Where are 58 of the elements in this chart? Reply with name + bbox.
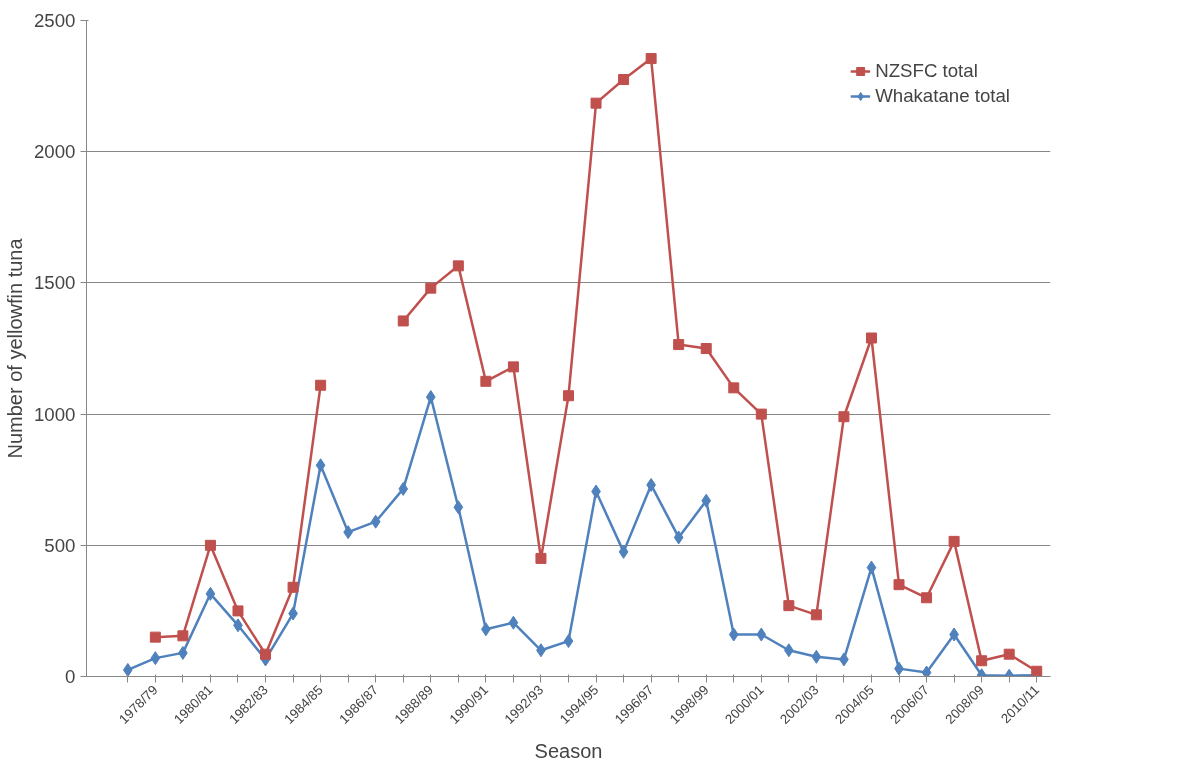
point xyxy=(755,408,767,420)
point xyxy=(563,634,574,649)
point xyxy=(315,379,327,391)
y-tick-label: 1000 xyxy=(34,403,76,425)
point xyxy=(480,375,492,387)
y-tick-label: 0 xyxy=(65,666,76,687)
point xyxy=(177,630,189,642)
point xyxy=(700,343,712,354)
point xyxy=(315,458,326,473)
point xyxy=(756,627,767,642)
point xyxy=(728,382,740,394)
y-tick-label: 1500 xyxy=(34,272,76,294)
y-axis-title: Number of yellowfin tuna xyxy=(4,237,26,459)
point xyxy=(728,627,739,642)
point xyxy=(122,662,133,677)
point xyxy=(866,560,877,575)
point xyxy=(205,586,216,601)
point xyxy=(838,411,850,423)
point xyxy=(563,390,574,402)
point xyxy=(921,592,933,604)
point xyxy=(810,609,822,621)
point xyxy=(645,53,657,65)
point xyxy=(232,605,244,617)
point xyxy=(1003,648,1015,660)
point xyxy=(618,74,630,86)
point xyxy=(260,648,272,660)
point xyxy=(397,315,409,327)
point xyxy=(398,481,409,496)
legend-label: NZSFC total xyxy=(875,60,978,82)
point xyxy=(204,539,216,551)
point xyxy=(701,493,712,508)
point xyxy=(893,579,905,591)
point xyxy=(453,500,464,515)
point xyxy=(811,649,822,664)
point xyxy=(507,361,519,373)
point xyxy=(287,581,299,593)
legend-label: Whakatane total xyxy=(875,85,1010,107)
point xyxy=(425,282,437,294)
point xyxy=(618,544,629,559)
y-tick-label: 500 xyxy=(44,534,76,556)
point xyxy=(370,514,381,529)
point xyxy=(452,260,464,272)
point xyxy=(783,600,795,612)
y-tick-label: 2500 xyxy=(34,10,76,31)
point xyxy=(673,339,685,351)
point xyxy=(590,97,602,109)
point xyxy=(149,631,161,643)
y-tick-label: 2000 xyxy=(34,141,76,163)
point xyxy=(865,332,877,344)
point xyxy=(425,390,436,405)
point xyxy=(948,535,960,547)
point xyxy=(921,665,932,677)
point xyxy=(150,651,161,666)
point xyxy=(535,552,547,564)
point xyxy=(673,530,684,545)
point xyxy=(976,655,988,667)
point xyxy=(508,615,519,630)
x-axis-title: Season xyxy=(534,740,603,763)
